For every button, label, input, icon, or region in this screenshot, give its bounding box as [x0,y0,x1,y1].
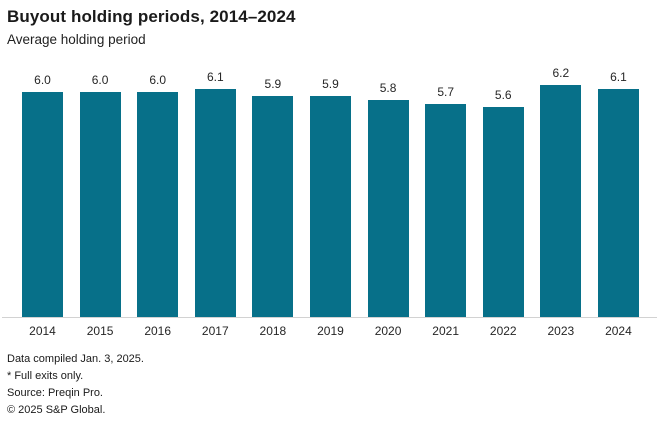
bar [137,92,179,317]
bar-value-label: 5.8 [379,81,397,95]
footnote-full-exits: * Full exits only. [7,370,84,382]
footnote-copyright: © 2025 S&P Global. [7,404,106,416]
bar-column: 6.0 [79,73,121,317]
bar-column: 5.8 [367,81,409,317]
x-axis-label: 2015 [86,324,114,338]
bar-value-label: 6.1 [610,70,627,84]
bar-value-label: 6.2 [552,66,570,80]
x-axis-label: 2014 [29,324,56,338]
footnote-source: Source: Preqin Pro. [7,387,103,399]
bar [22,92,63,317]
bar [482,107,524,317]
bar [540,85,582,317]
bar-column: 5.7 [425,85,467,317]
bar-column: 6.1 [597,70,639,317]
chart-subtitle: Average holding period [7,32,146,47]
x-axis-label: 2024 [605,324,632,338]
x-axis-label: 2019 [317,324,344,338]
bar-column: 6.2 [540,66,582,317]
bar-chart-plot-area: 6.0 6.0 6.0 6.1 5.9 5.9 5.8 5.7 5.6 6.2 6.1 [0,53,660,318]
chart-title: Buyout holding periods, 2014–2024 [7,7,296,26]
bar-value-label: 6.1 [206,70,224,84]
bar-column: 6.1 [194,70,236,317]
x-axis-labels: 2014 2015 2016 2017 2018 2019 2020 2021 2022 2023… [22,324,639,338]
bar-series: 6.0 6.0 6.0 6.1 5.9 5.9 5.8 5.7 5.6 6.2 6.1 [22,66,639,317]
bar [309,96,351,317]
bar-column: 5.9 [309,77,351,317]
bar-value-label: 5.6 [494,88,512,102]
bar-value-label: 6.0 [149,73,167,87]
bar [597,89,639,317]
x-axis-label: 2017 [201,324,229,338]
bar-value-label: 5.9 [322,77,339,91]
bar-column: 6.0 [137,73,179,317]
x-axis-label: 2023 [547,324,575,338]
bar-column: 6.0 [22,73,63,317]
bar-value-label: 6.0 [91,73,109,87]
bar [79,92,121,317]
x-axis-label: 2018 [259,324,287,338]
footnote-compiled: Data compiled Jan. 3, 2025. [7,353,144,365]
bar [367,100,409,317]
x-axis-label: 2021 [432,324,459,338]
bar [252,96,294,317]
x-axis-label: 2016 [144,324,172,338]
bar [425,104,467,317]
bar-column: 5.6 [482,88,524,317]
bar-column: 5.9 [252,77,294,317]
bar-value-label: 5.7 [437,85,454,99]
bar [194,89,236,317]
bar-value-label: 6.0 [34,73,51,87]
chart-footnotes: Data compiled Jan. 3, 2025. * Full exits… [7,351,144,419]
x-axis-line [2,317,657,318]
x-axis-label: 2020 [374,324,402,338]
x-axis-label: 2022 [489,324,517,338]
bar-value-label: 5.9 [264,77,282,91]
